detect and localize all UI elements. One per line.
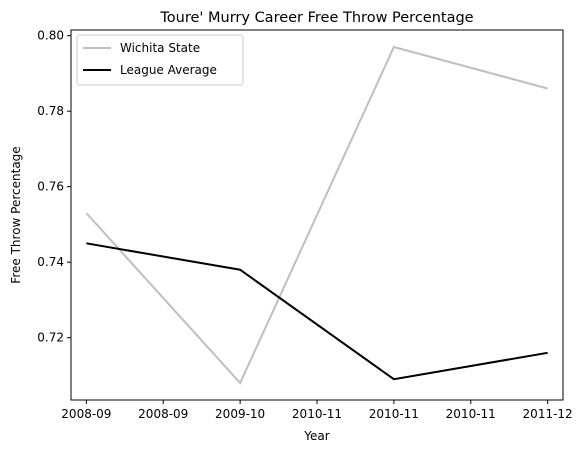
y-tick-label: 0.74 — [37, 255, 64, 269]
y-tick-label: 0.80 — [37, 29, 64, 43]
y-tick-label: 0.76 — [37, 180, 64, 194]
y-tick-label: 0.72 — [37, 331, 64, 345]
y-axis-ticks: 0.72 0.74 0.76 0.78 0.80 — [37, 29, 71, 345]
x-tick-label: 2008-09 — [138, 407, 188, 421]
legend-label-0: Wichita State — [120, 41, 200, 55]
x-tick-label: 2008-09 — [61, 407, 111, 421]
x-axis-title: Year — [303, 429, 329, 443]
series-line-0 — [85, 45, 548, 385]
x-axis-ticks: 2008-09 2008-09 2009-10 2010-11 2010-11 2010-… — [61, 400, 573, 421]
x-tick-label: 2009-10 — [215, 407, 265, 421]
x-tick-label: 2010-11 — [369, 407, 419, 421]
legend: Wichita State League Average — [76, 34, 244, 86]
legend-label-1: League Average — [120, 63, 217, 77]
y-axis-title: Free Throw Percentage — [9, 146, 23, 283]
x-tick-label: 2010-11 — [292, 407, 342, 421]
series-line-1 — [86, 242, 548, 381]
chart-title: Toure' Murry Career Free Throw Percentag… — [159, 10, 473, 26]
y-tick-label: 0.78 — [37, 104, 64, 118]
x-tick-label: 2011-12 — [523, 407, 573, 421]
legend-box — [76, 34, 244, 86]
x-tick-label: 2010-11 — [446, 407, 496, 421]
series-layer — [85, 45, 548, 385]
